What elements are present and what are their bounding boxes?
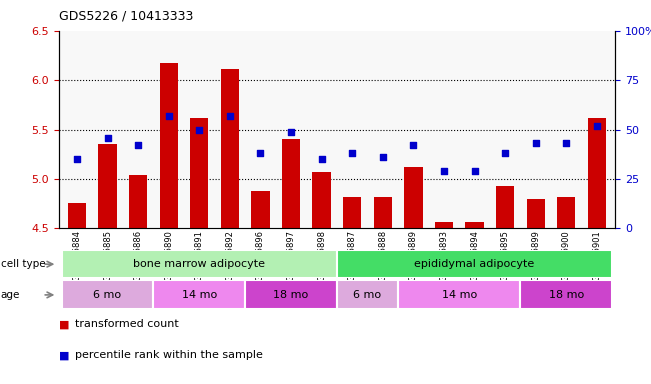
Text: GDS5226 / 10413333: GDS5226 / 10413333: [59, 10, 193, 23]
Bar: [398, 280, 520, 309]
Bar: [312, 172, 331, 228]
Bar: [343, 197, 361, 228]
Text: 18 mo: 18 mo: [273, 290, 309, 300]
Bar: [527, 199, 545, 228]
Bar: [98, 144, 117, 228]
Text: cell type: cell type: [1, 259, 46, 269]
Point: [378, 154, 388, 161]
Point: [531, 141, 541, 147]
Text: epididymal adipocyte: epididymal adipocyte: [415, 259, 534, 269]
Text: transformed count: transformed count: [75, 319, 178, 329]
Point: [255, 150, 266, 156]
Bar: [496, 186, 514, 228]
Text: 6 mo: 6 mo: [353, 290, 381, 300]
Bar: [588, 118, 606, 228]
Point: [286, 129, 296, 135]
Bar: [465, 222, 484, 228]
Point: [347, 150, 357, 156]
Text: ■: ■: [59, 350, 69, 360]
Point: [592, 122, 602, 129]
Text: 6 mo: 6 mo: [94, 290, 122, 300]
Bar: [337, 280, 398, 309]
Text: percentile rank within the sample: percentile rank within the sample: [75, 350, 263, 360]
Bar: [404, 167, 422, 228]
Bar: [557, 197, 575, 228]
Point: [561, 141, 572, 147]
Point: [500, 150, 510, 156]
Point: [225, 113, 235, 119]
Text: 14 mo: 14 mo: [182, 290, 217, 300]
Bar: [154, 280, 245, 309]
Bar: [251, 191, 270, 228]
Point: [163, 113, 174, 119]
Bar: [159, 63, 178, 228]
Bar: [520, 280, 612, 309]
Bar: [62, 280, 154, 309]
Bar: [374, 197, 392, 228]
Point: [439, 168, 449, 174]
Bar: [435, 222, 453, 228]
Point: [102, 134, 113, 141]
Text: ■: ■: [59, 319, 69, 329]
Bar: [221, 69, 239, 228]
Bar: [190, 118, 208, 228]
Point: [133, 142, 143, 149]
Bar: [129, 175, 147, 228]
Bar: [68, 203, 86, 228]
Bar: [337, 250, 612, 278]
Text: 14 mo: 14 mo: [441, 290, 477, 300]
Point: [72, 156, 82, 162]
Text: age: age: [1, 290, 20, 300]
Bar: [62, 250, 337, 278]
Point: [408, 142, 419, 149]
Text: bone marrow adipocyte: bone marrow adipocyte: [133, 259, 265, 269]
Point: [469, 168, 480, 174]
Bar: [282, 139, 300, 228]
Bar: [245, 280, 337, 309]
Text: 18 mo: 18 mo: [549, 290, 584, 300]
Point: [194, 127, 204, 133]
Point: [316, 156, 327, 162]
